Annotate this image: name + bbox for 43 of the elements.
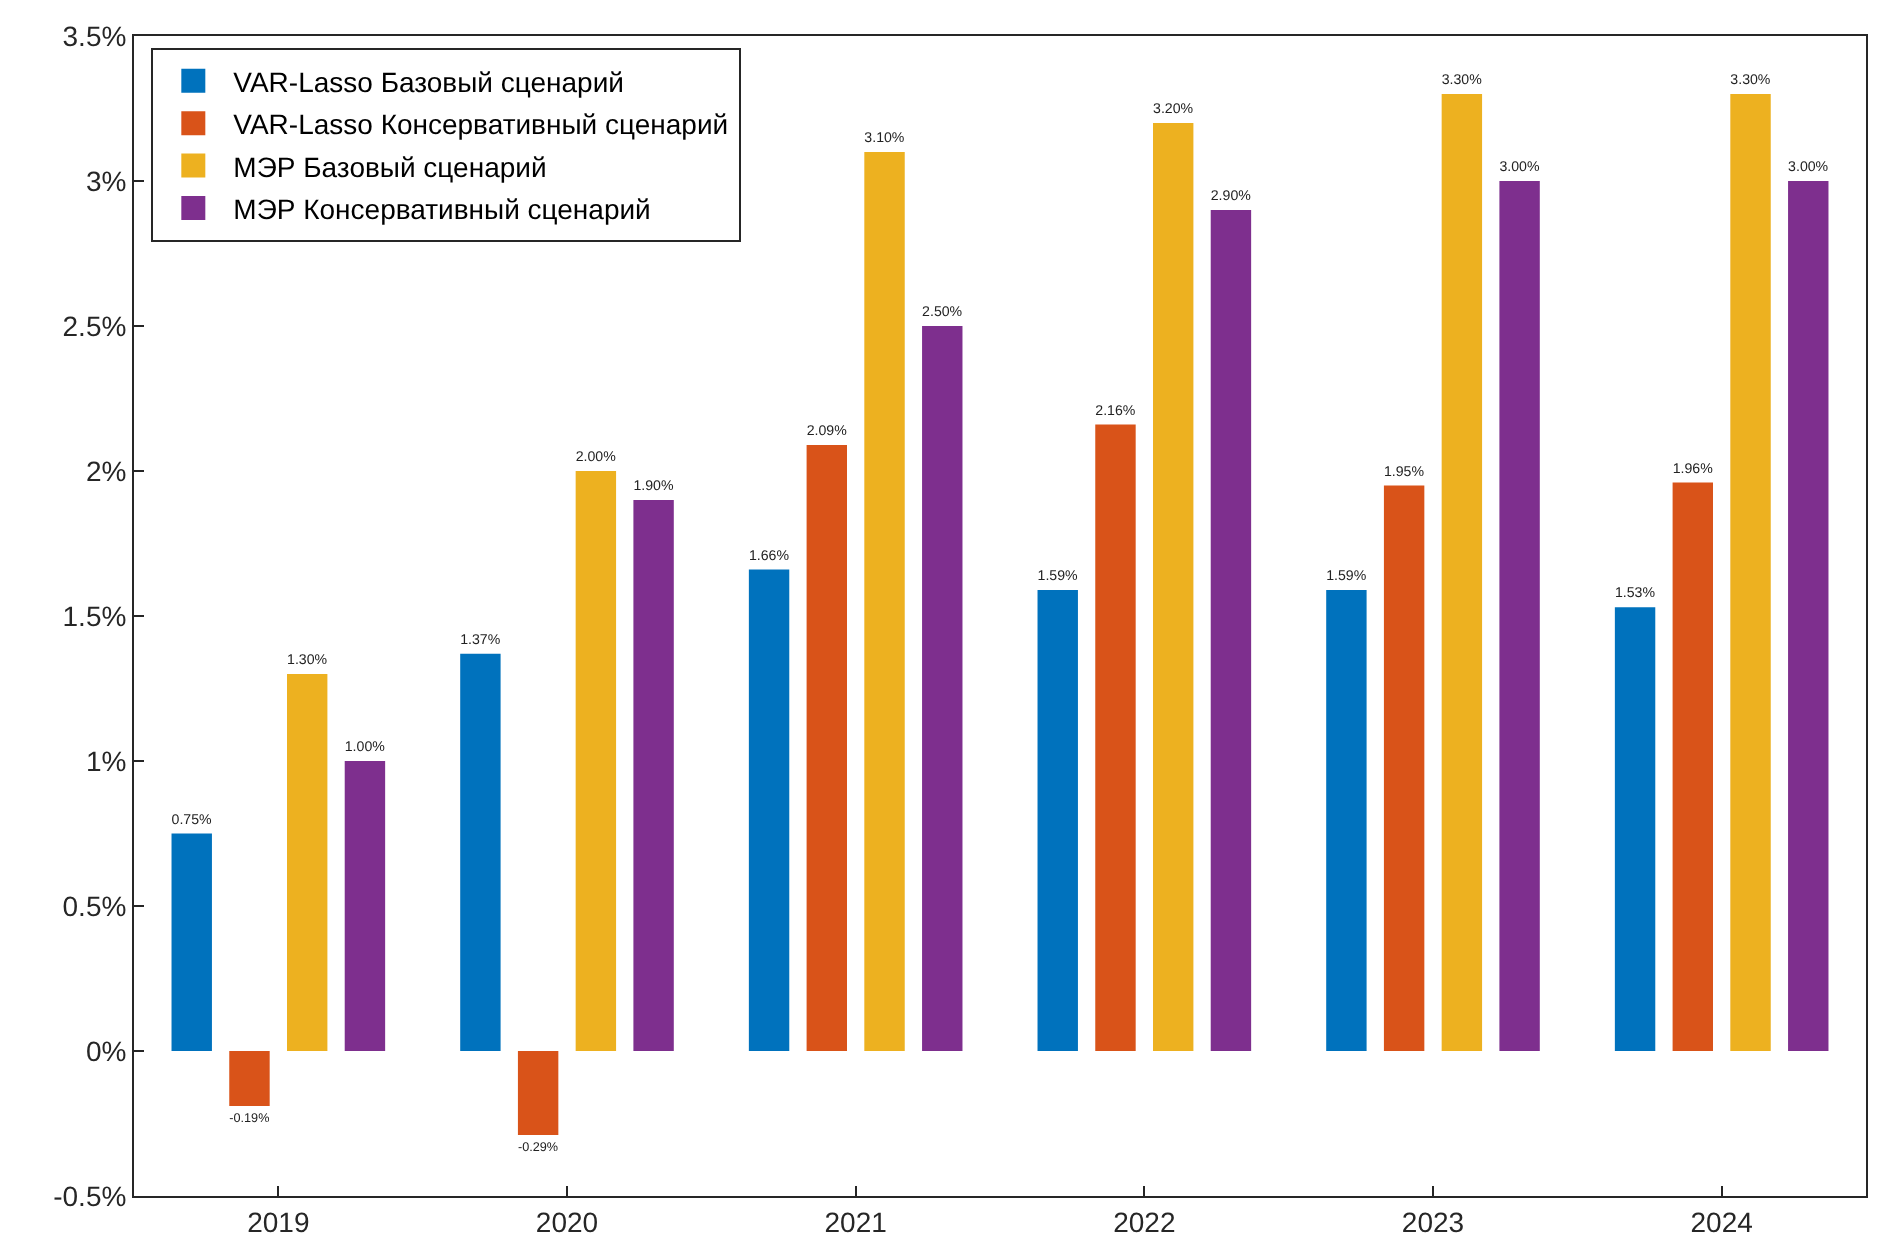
bar	[1730, 94, 1771, 1051]
bar	[1672, 482, 1713, 1051]
bar	[1210, 210, 1252, 1051]
bar	[1499, 181, 1540, 1051]
x-tick-label: 2022	[1113, 1205, 1176, 1238]
y-tick-label: 3%	[85, 164, 127, 197]
y-tick-label: 1%	[85, 744, 127, 777]
bar	[517, 1051, 559, 1136]
y-tick-label: 1.5%	[62, 599, 127, 632]
bar	[633, 500, 674, 1051]
bar	[864, 152, 905, 1051]
bar	[229, 1051, 270, 1107]
bar	[171, 833, 212, 1051]
bar	[1441, 94, 1483, 1051]
bar	[1037, 589, 1078, 1051]
bar	[1153, 123, 1194, 1051]
x-tick-label: 2020	[535, 1205, 599, 1238]
bar	[1383, 485, 1425, 1051]
bar	[1788, 181, 1829, 1051]
y-tick-label: 0.5%	[62, 889, 127, 922]
bar	[1095, 424, 1136, 1051]
legend-label: МЭР Консервативный сценарий	[233, 192, 651, 225]
bar	[344, 761, 386, 1051]
y-tick-label: 2%	[85, 454, 127, 487]
x-tick-label: 2023	[1401, 1205, 1465, 1238]
legend-label: VAR-Lasso Базовый сценарий	[233, 65, 624, 98]
bar	[806, 444, 847, 1051]
y-tick-label: -0.5%	[53, 1179, 127, 1212]
y-tick-label: 2.5%	[62, 309, 127, 342]
bar	[1326, 589, 1367, 1051]
bar	[575, 471, 617, 1051]
bar	[922, 326, 963, 1051]
x-tick-label: 2021	[824, 1205, 888, 1238]
y-tick-label: 0%	[85, 1034, 127, 1067]
x-tick-label: 2024	[1690, 1205, 1754, 1238]
bar	[1614, 607, 1656, 1051]
bar	[748, 569, 790, 1051]
legend-label: МЭР Базовый сценарий	[233, 150, 547, 183]
bar	[460, 653, 501, 1051]
bar	[287, 674, 328, 1051]
x-tick-label: 2019	[247, 1205, 310, 1238]
legend-label: VAR-Lasso Консервативный сценарий	[233, 108, 729, 141]
y-tick-label: 3.5%	[62, 19, 127, 52]
